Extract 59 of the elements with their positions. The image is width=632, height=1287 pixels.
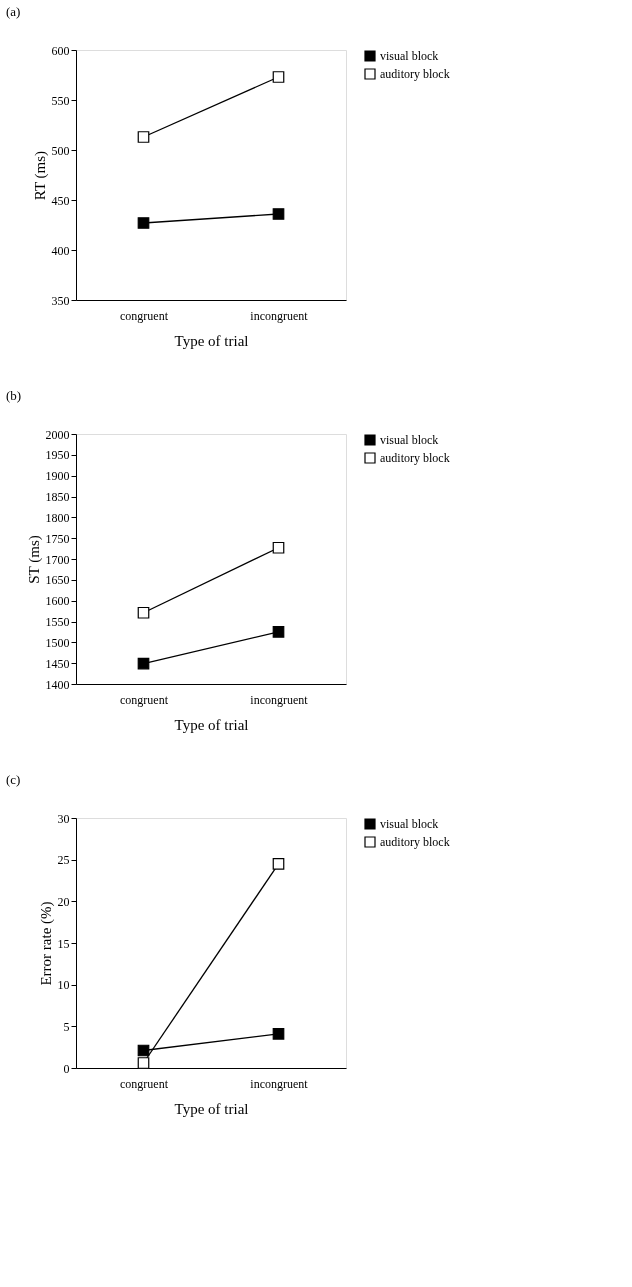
y-tick-label: 550 bbox=[51, 93, 70, 108]
point bbox=[272, 71, 285, 83]
x-axis-title: Type of trial bbox=[174, 1100, 249, 1117]
chart-title: (b) bbox=[6, 388, 22, 403]
x-tick-label: congruent bbox=[120, 308, 169, 323]
point bbox=[137, 657, 150, 670]
y-tick-label: 1400 bbox=[45, 677, 70, 692]
y-tick-label: 20 bbox=[57, 894, 70, 909]
y-tick-label: 5 bbox=[63, 1019, 70, 1034]
y-tick-label: 1800 bbox=[45, 510, 70, 525]
y-tick-label: 1500 bbox=[45, 635, 70, 650]
legend-label: auditory block bbox=[380, 451, 450, 465]
y-tick-label: 1550 bbox=[45, 615, 70, 629]
point bbox=[272, 1027, 285, 1040]
chart-title: (a) bbox=[6, 4, 21, 19]
y-tick-label: 500 bbox=[51, 143, 70, 158]
point bbox=[137, 1057, 150, 1069]
point bbox=[137, 1044, 150, 1057]
y-axis-title: Error rate (%) bbox=[37, 901, 55, 986]
y-tick-label: 1900 bbox=[45, 469, 70, 484]
y-tick-label: 0 bbox=[63, 1061, 70, 1076]
point bbox=[137, 217, 150, 229]
y-tick-label: 1700 bbox=[45, 552, 70, 567]
x-tick-label: incongruent bbox=[250, 1076, 309, 1091]
y-tick-label: 1600 bbox=[45, 594, 70, 609]
y-tick-label: 600 bbox=[51, 43, 70, 58]
y-tick-label: 1750 bbox=[45, 531, 70, 546]
y-tick-label: 450 bbox=[51, 193, 70, 208]
x-tick-label: incongruent bbox=[250, 692, 309, 707]
point bbox=[272, 541, 285, 554]
point bbox=[272, 857, 285, 870]
y-tick-label: 1650 bbox=[45, 573, 70, 588]
legend-label: visual block bbox=[380, 49, 439, 63]
x-axis-title: Type of trial bbox=[174, 332, 249, 349]
y-tick-label: 30 bbox=[57, 811, 70, 826]
y-tick-label: 25 bbox=[57, 853, 70, 868]
y-axis-title: RT (ms) bbox=[31, 150, 49, 201]
y-tick-label: 2000 bbox=[45, 427, 70, 442]
y-tick-label: 1450 bbox=[45, 656, 70, 671]
x-axis-title: Type of trial bbox=[174, 716, 249, 733]
x-tick-label: incongruent bbox=[250, 308, 309, 323]
point bbox=[272, 208, 285, 220]
legend-label: visual block bbox=[380, 433, 439, 447]
x-tick-label: congruent bbox=[120, 692, 169, 707]
legend-label: auditory block bbox=[380, 835, 450, 849]
point bbox=[137, 131, 150, 143]
point bbox=[272, 626, 285, 638]
y-axis-title: ST (ms) bbox=[25, 535, 43, 584]
chart-title: (c) bbox=[6, 772, 21, 787]
y-tick-label: 10 bbox=[57, 978, 70, 993]
y-tick-label: 350 bbox=[51, 293, 70, 308]
y-tick-label: 1950 bbox=[45, 448, 70, 463]
y-tick-label: 15 bbox=[57, 936, 70, 951]
legend-label: visual block bbox=[380, 817, 439, 831]
point bbox=[137, 606, 150, 619]
legend-label: auditory block bbox=[380, 67, 450, 81]
y-tick-label: 400 bbox=[51, 243, 70, 258]
y-tick-label: 1850 bbox=[45, 490, 70, 504]
x-tick-label: congruent bbox=[120, 1076, 169, 1091]
